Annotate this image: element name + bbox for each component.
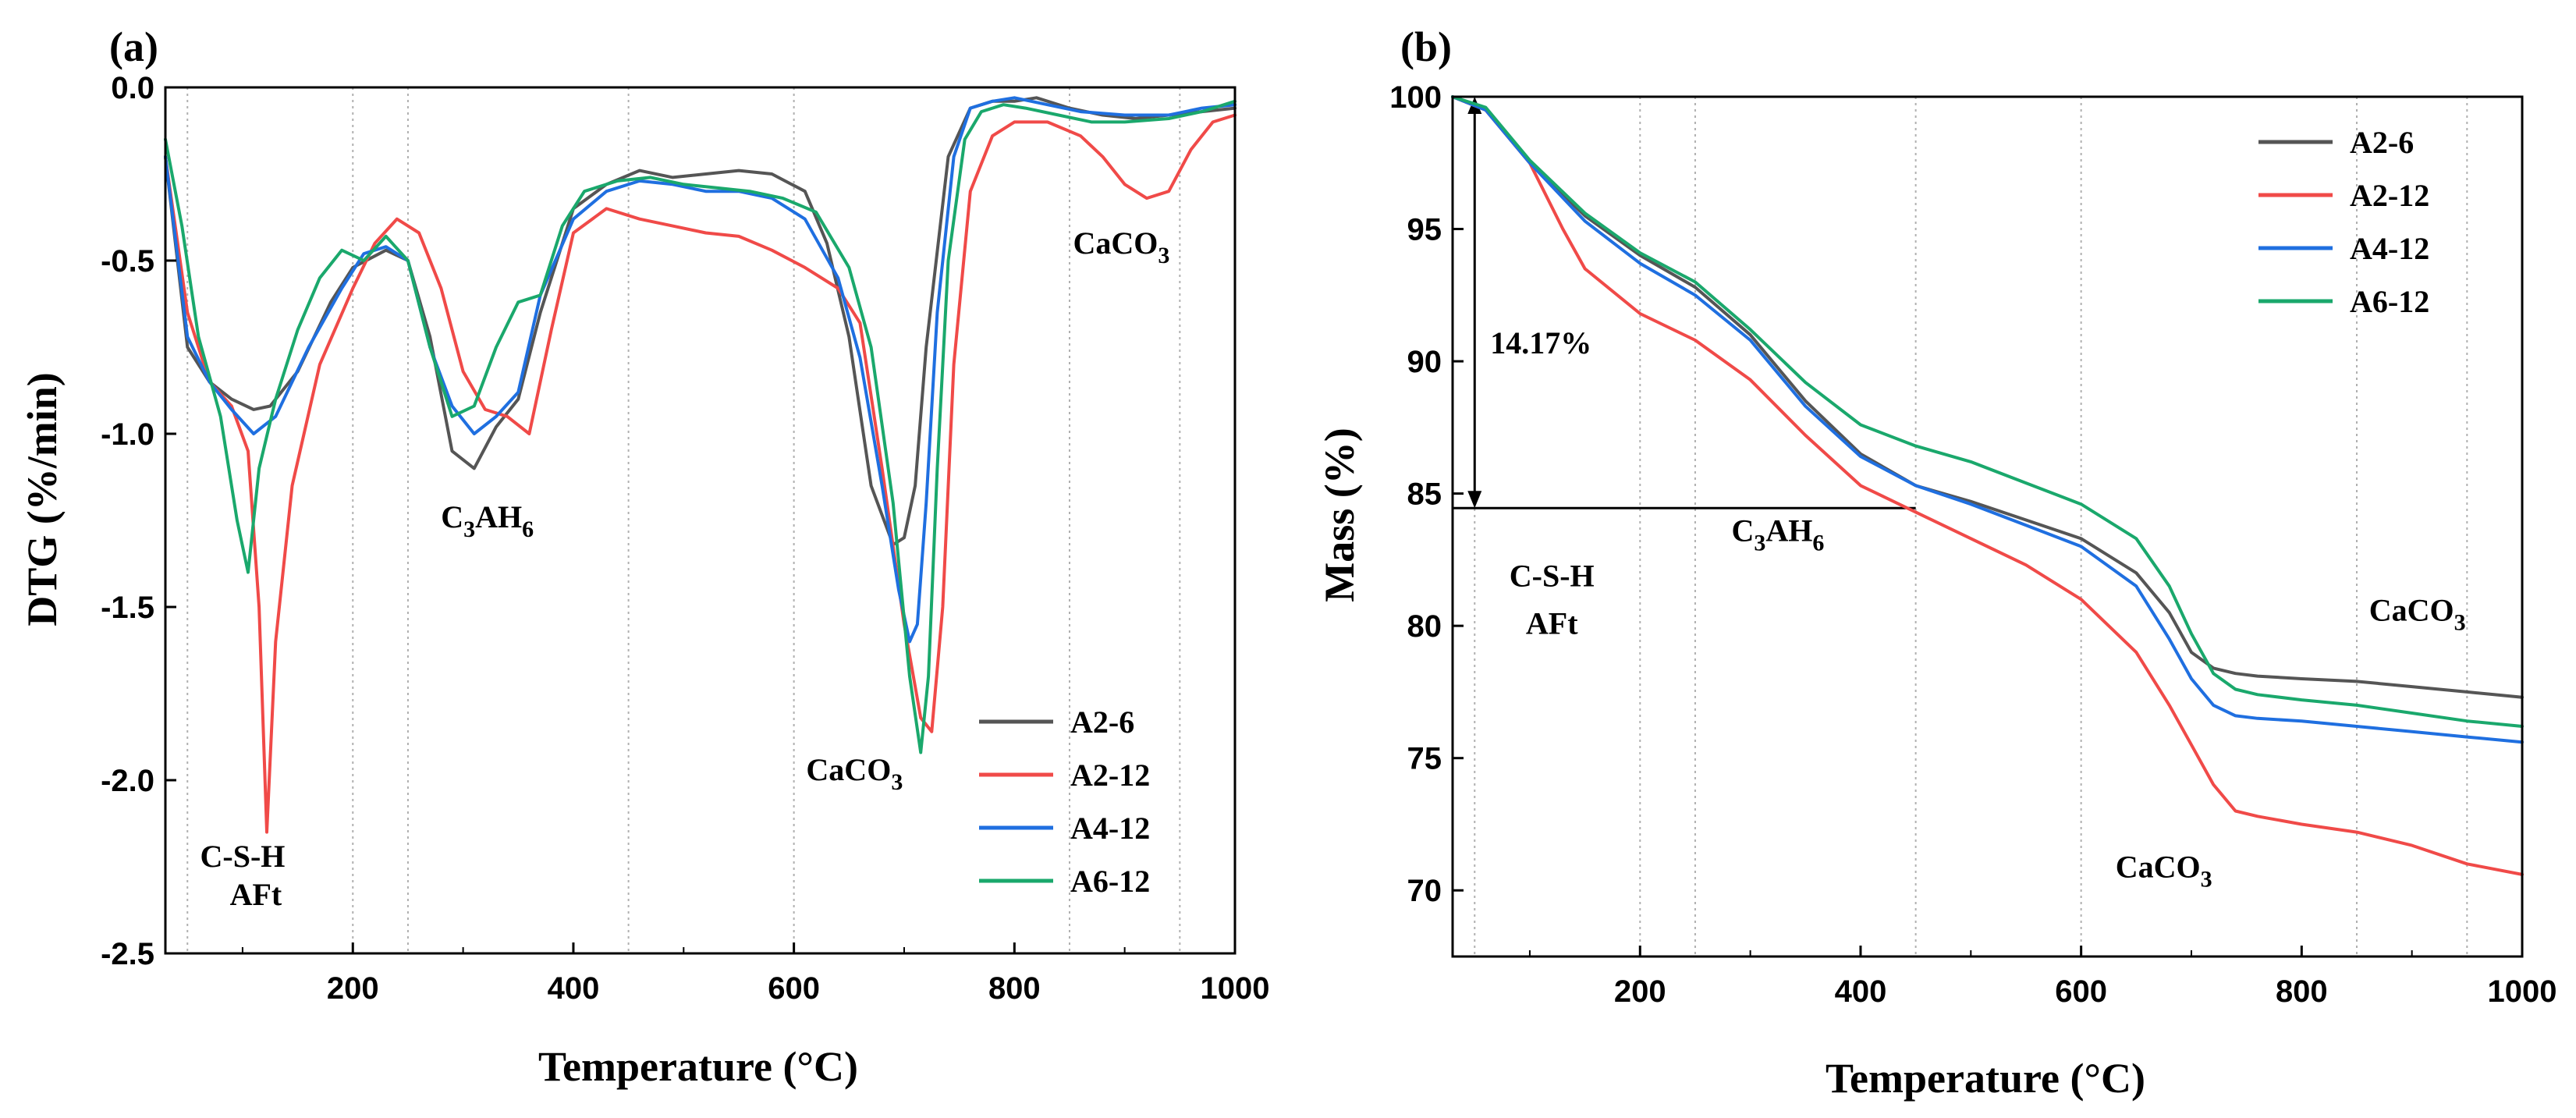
legend-label: A2-6 [2350, 125, 2414, 160]
panel-a-series [164, 96, 1237, 834]
series-line-a2-12 [164, 113, 1237, 834]
panel-a-x-ticks: 200 400 600 800 1000 [241, 942, 1270, 1006]
arrow-down-icon [1467, 491, 1482, 509]
x-tick-label: 800 [2276, 974, 2328, 1009]
chart-annotation: C3AH6 [441, 499, 534, 542]
x-tick-label: 400 [1835, 974, 1887, 1009]
chart-annotation: C-S-H [200, 839, 285, 874]
legend-label: A6-12 [2350, 284, 2429, 319]
y-tick-label: 70 [1407, 874, 1442, 908]
panel-a-legend: A2-6 A2-12 A4-12 A6-12 [979, 705, 1150, 899]
panel-a-label: (a) [109, 23, 158, 70]
panel-a-y-axis-title: DTG (%/min) [19, 372, 66, 626]
y-tick-label: 0.0 [111, 71, 154, 105]
panel-b-y-ticks: 100 95 90 85 80 75 70 [1389, 80, 1464, 908]
x-tick-label: 200 [1614, 974, 1666, 1009]
chart-annotation: C3AH6 [1732, 513, 1825, 556]
chart-annotation: AFt [1526, 605, 1578, 641]
x-tick-label: 200 [327, 971, 379, 1006]
x-tick-label: 400 [548, 971, 600, 1006]
series-line-a2-12 [1451, 95, 2524, 876]
panel-a-plot-frame [164, 86, 1237, 955]
legend-label: A2-12 [1070, 758, 1150, 793]
chart-annotation: CaCO3 [806, 752, 903, 795]
y-tick-label: 95 [1407, 213, 1442, 247]
panel-b-y-axis-title: Mass (%) [1316, 428, 1363, 602]
series-line-a6-12 [1451, 95, 2524, 728]
series-line-a2-6 [164, 96, 1237, 547]
chart-annotation: AFt [230, 877, 282, 912]
chart-annotation: CaCO3 [1073, 225, 1169, 268]
panel-b-x-axis-title: Temperature (°C) [1826, 1055, 2145, 1102]
y-tick-label: 80 [1407, 609, 1442, 644]
panel-b-legend: A2-6 A2-12 A4-12 A6-12 [2258, 125, 2429, 319]
panel-b-annotations: C-S-H AFt C3AH6 CaCO3 CaCO3 [1510, 513, 2466, 893]
y-tick-label: 90 [1407, 345, 1442, 379]
legend-label: A6-12 [1070, 864, 1150, 899]
panel-b-mass-chart: (b) 14.17% 200 400 600 800 1000 100 95 90 85 80 7… [1316, 23, 2556, 1102]
y-tick-label: -1.5 [101, 591, 154, 625]
panel-a-dtg-chart: (a) 200 400 600 800 1000 0.0 -0.5 -1.0 -1.5 -2.0… [19, 23, 1269, 1090]
panel-a-guide-lines [186, 87, 1181, 953]
x-tick-label: 600 [2055, 974, 2107, 1009]
mass-loss-label: 14.17% [1490, 325, 1591, 360]
y-tick-label: -1.0 [101, 417, 154, 452]
chart-annotation: CaCO3 [2116, 849, 2212, 892]
x-tick-label: 1000 [1201, 971, 1270, 1006]
panel-b-label: (b) [1400, 23, 1452, 70]
panel-b-series [1451, 95, 2524, 876]
legend-label: A2-12 [2350, 178, 2429, 213]
series-line-a2-6 [1451, 95, 2524, 699]
y-tick-label: -2.0 [101, 764, 154, 798]
y-tick-label: 100 [1389, 80, 1442, 115]
y-tick-label: -0.5 [101, 244, 154, 279]
y-tick-label: 75 [1407, 742, 1442, 776]
y-tick-label: 85 [1407, 477, 1442, 512]
panel-b-mass-loss-bracket: 14.17% [1453, 97, 1916, 509]
panel-a-x-axis-title: Temperature (°C) [538, 1043, 858, 1090]
series-line-a4-12 [1451, 95, 2524, 744]
panel-b-plot-frame [1451, 95, 2524, 958]
y-tick-label: -2.5 [101, 937, 154, 971]
chart-annotation: C-S-H [1510, 558, 1595, 593]
series-line-a6-12 [164, 99, 1237, 754]
series-line-a4-12 [164, 96, 1237, 644]
panel-a-y-ticks: 0.0 -0.5 -1.0 -1.5 -2.0 -2.5 [101, 71, 176, 971]
chart-annotation: CaCO3 [2369, 592, 2466, 635]
panel-b-x-ticks: 200 400 600 800 1000 [1528, 946, 2557, 1009]
legend-label: A4-12 [2350, 231, 2429, 266]
x-tick-label: 1000 [2488, 974, 2557, 1009]
legend-label: A4-12 [1070, 811, 1150, 846]
x-tick-label: 800 [988, 971, 1041, 1006]
legend-label: A2-6 [1070, 705, 1134, 740]
x-tick-label: 600 [768, 971, 820, 1006]
